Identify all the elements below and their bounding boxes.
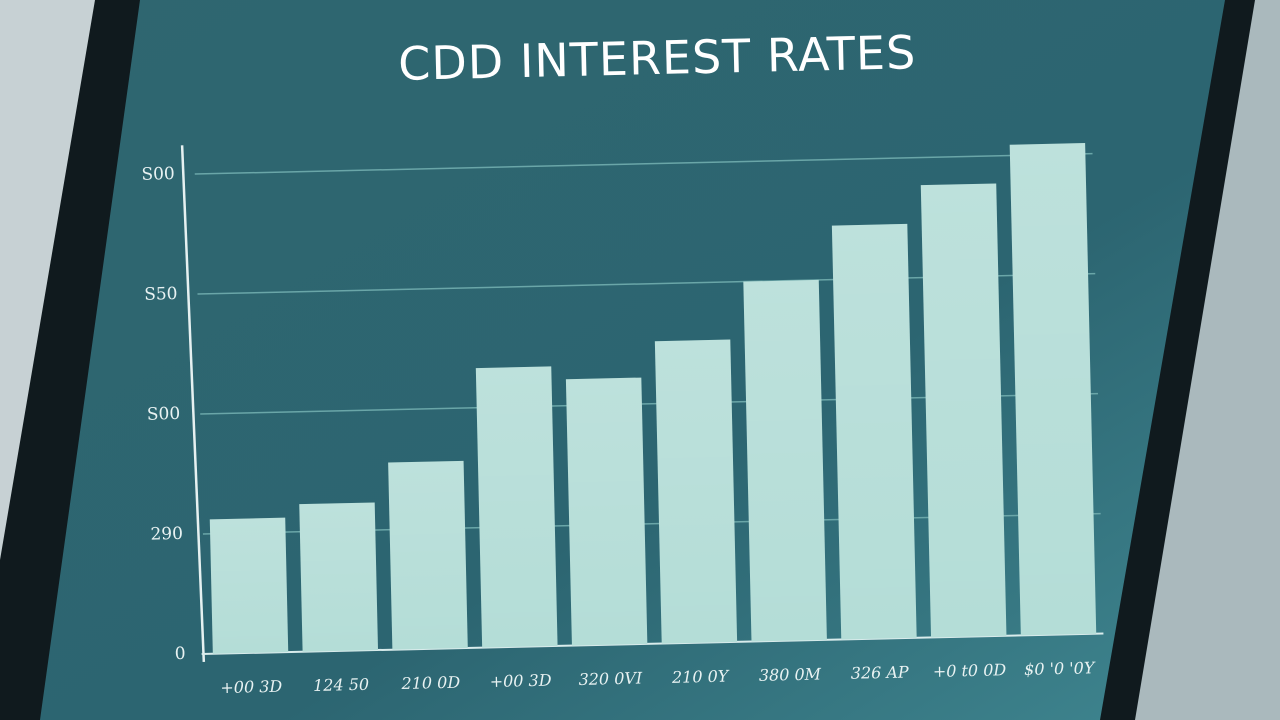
x-tick-label: $0 '0 '0Y bbox=[1024, 658, 1096, 679]
y-tick-label: 0 bbox=[175, 644, 186, 664]
bar-shine bbox=[209, 517, 289, 654]
x-tick-label: +00 3D bbox=[220, 677, 282, 697]
x-tick-label: 124 50 bbox=[313, 675, 369, 695]
y-tick-label: S00 bbox=[141, 164, 175, 185]
bar-shine bbox=[743, 279, 827, 642]
bar-shine bbox=[920, 183, 1007, 638]
bar-shine bbox=[1009, 143, 1097, 636]
x-tick-label: +0 t0 0D bbox=[933, 660, 1007, 681]
bar-shine bbox=[475, 366, 558, 648]
x-tick-label: 320 0VI bbox=[578, 669, 643, 689]
x-tick-label: +00 3D bbox=[490, 671, 552, 691]
x-tick-label: 380 0M bbox=[759, 664, 822, 684]
y-tick-label: S50 bbox=[144, 284, 178, 305]
bar-shine bbox=[831, 223, 917, 640]
x-tick-label: 326 AP bbox=[851, 662, 910, 682]
grid-line bbox=[194, 152, 1093, 175]
x-tick-label: 210 0D bbox=[400, 673, 460, 693]
bar-shine bbox=[299, 502, 379, 652]
bar-shine bbox=[565, 377, 648, 646]
bar-shine bbox=[388, 460, 468, 650]
y-axis bbox=[180, 145, 206, 663]
x-tick-label: 210 0Y bbox=[671, 667, 730, 687]
chart: CDD INTEREST RATES 0 290 S00 S50 S00 +00 3D 12… bbox=[141, 25, 1104, 697]
chart-title: CDD INTEREST RATES bbox=[398, 25, 917, 91]
y-tick-label: 290 bbox=[150, 524, 183, 545]
bar-shine bbox=[654, 339, 738, 644]
y-tick-label: S00 bbox=[147, 404, 181, 425]
